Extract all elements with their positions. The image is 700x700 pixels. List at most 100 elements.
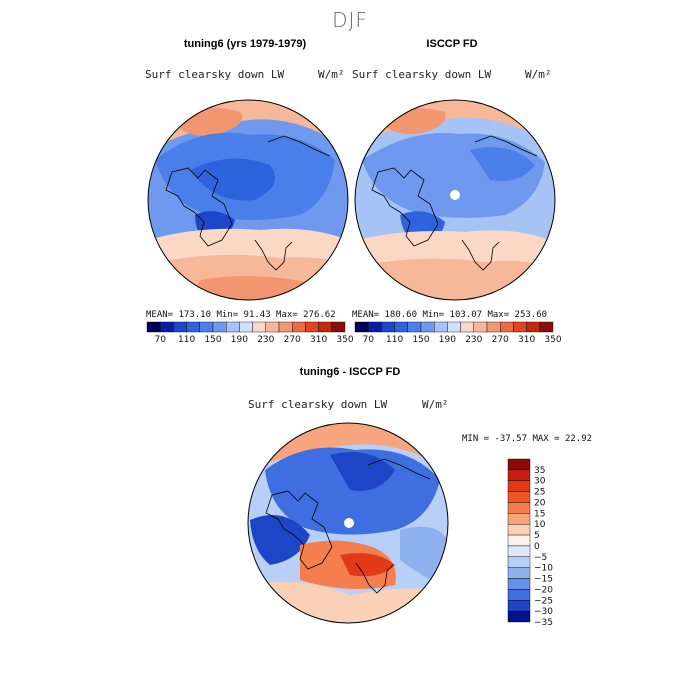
right-colorbar-swatch — [526, 321, 540, 333]
left-map-border — [147, 99, 349, 301]
diff-map-canada-cold — [250, 515, 310, 565]
right-colorbar-swatch — [420, 321, 435, 333]
diff-colorbar-swatch — [507, 610, 531, 623]
left-colorbar-swatch — [252, 321, 267, 333]
diff-colorbar-tick-label: −20 — [534, 585, 553, 595]
left-colorbar-swatch — [305, 321, 319, 333]
left-variable-label: Surf clearsky down LW — [145, 68, 285, 81]
left-stats-text: MEAN= 173.10 Min= 91.43 Max= 276.62 — [146, 310, 336, 320]
diff-map-atlantic-hot — [340, 552, 395, 577]
left-map-arctic-core — [190, 158, 275, 201]
left-polar-map — [148, 100, 348, 300]
right-colorbar-swatch — [500, 321, 514, 333]
right-colorbar-tick-label: 230 — [465, 335, 482, 345]
left-colorbar-swatch — [212, 321, 227, 333]
left-colorbar-swatch — [199, 321, 214, 333]
right-map-coastline-canada — [371, 167, 439, 247]
diff-colorbar-tick-label: −15 — [534, 575, 553, 585]
left-colorbar: 70 110 150 190 230 270 310 350 — [146, 321, 354, 345]
left-colorbar-tick-label: 270 — [284, 335, 301, 345]
right-colorbar-tick-label: 110 — [386, 335, 403, 345]
diff-colorbar-tick-label: 35 — [534, 466, 545, 476]
right-variable-label: Surf clearsky down LW — [352, 68, 492, 81]
right-map-border — [354, 99, 556, 301]
diff-colorbar-tick-label: −25 — [534, 596, 553, 606]
right-stats-text: MEAN= 180.60 Min= 103.07 Max= 253.60 — [352, 310, 548, 320]
diff-map-coastline-canada — [265, 490, 333, 570]
right-colorbar: 70 110 150 190 230 270 310 350 — [354, 321, 562, 345]
left-colorbar-swatch — [173, 321, 187, 333]
diff-map-coastline-scandinavia — [355, 562, 394, 594]
right-colorbar-swatch — [354, 321, 369, 333]
diff-colorbar-tick-label: −10 — [534, 564, 553, 574]
left-colorbar-swatch — [239, 321, 253, 333]
left-units-label: W/m² — [318, 68, 345, 81]
diff-colorbar-tick-label: 0 — [534, 542, 540, 552]
right-colorbar-swatch — [513, 321, 527, 333]
left-colorbar-swatch — [186, 321, 201, 333]
left-colorbar-tick-label: 150 — [204, 335, 221, 345]
right-colorbar-tick-label: 70 — [362, 335, 374, 345]
right-colorbar-swatch — [539, 321, 554, 333]
diff-map-polar-hole — [344, 518, 354, 528]
right-colorbar-tick-label: 270 — [492, 335, 509, 345]
diff-colorbar-swatch — [507, 513, 531, 525]
left-colorbar-tick-label: 110 — [178, 335, 195, 345]
right-colorbar-tick-label: 350 — [544, 335, 561, 345]
right-colorbar-swatch — [460, 321, 475, 333]
left-colorbar-swatch — [225, 321, 240, 333]
diff-variable-label: Surf clearsky down LW — [248, 398, 388, 411]
left-colorbar-swatch — [265, 321, 280, 333]
diff-colorbar-tick-label: 10 — [534, 520, 546, 530]
diff-colorbar-swatch — [507, 502, 531, 514]
right-map-coastline-scandinavia — [461, 239, 500, 271]
left-map-coastline-canada — [165, 167, 233, 247]
diff-map-arctic-cold — [265, 447, 440, 535]
season-title: DJF — [332, 8, 368, 32]
right-colorbar-tick-label: 190 — [439, 335, 456, 345]
right-map-atlantic-warm — [355, 258, 555, 300]
right-colorbar-tick-label: 150 — [412, 335, 429, 345]
right-colorbar-swatch — [381, 321, 395, 333]
right-colorbar-swatch — [473, 321, 488, 333]
right-colorbar-swatch — [407, 321, 422, 333]
left-panel-title: tuning6 (yrs 1979-1979) — [183, 38, 307, 50]
left-map-coastline-siberia — [267, 135, 331, 157]
diff-colorbar-swatch — [507, 480, 531, 492]
diff-colorbar-swatch — [507, 458, 531, 471]
right-map-polar-hole — [450, 190, 460, 200]
left-colorbar-swatch — [318, 321, 333, 333]
diff-colorbar-swatch — [507, 534, 531, 547]
left-colorbar-swatch — [331, 321, 346, 333]
diff-colorbar-tick-label: 30 — [534, 477, 546, 487]
diff-polar-map — [248, 423, 448, 623]
diff-colorbar-swatch — [507, 589, 531, 601]
diff-colorbar-tick-label: −35 — [534, 618, 553, 628]
left-colorbar-tick-label: 350 — [336, 335, 353, 345]
diff-map-coastline-siberia — [367, 458, 431, 480]
right-colorbar-swatch — [394, 321, 409, 333]
right-map-coastline-siberia — [474, 135, 538, 157]
right-panel-title: ISCCP FD — [426, 38, 478, 50]
left-colorbar-swatch — [159, 321, 174, 333]
diff-colorbar-swatch — [507, 491, 531, 503]
diff-colorbar-tick-label: 20 — [534, 498, 546, 508]
diff-colorbar-swatch — [507, 578, 531, 590]
left-colorbar-swatch — [146, 321, 161, 333]
diff-units-label: W/m² — [422, 398, 449, 411]
diff-colorbar-tick-label: −5 — [534, 553, 547, 563]
diff-colorbar-tick-label: 25 — [534, 488, 545, 498]
diff-panel-title: tuning6 - ISCCP FD — [299, 366, 401, 378]
diff-colorbar-tick-label: 15 — [534, 509, 545, 519]
diff-colorbar-swatch — [507, 545, 531, 558]
diff-map-border — [247, 422, 449, 624]
left-colorbar-tick-label: 190 — [231, 335, 248, 345]
diff-colorbar-swatch — [507, 600, 531, 612]
right-colorbar-swatch — [486, 321, 501, 333]
right-colorbar-swatch — [434, 321, 448, 333]
diff-colorbar-swatch — [507, 567, 531, 579]
left-colorbar-swatch — [292, 321, 306, 333]
right-polar-map — [355, 100, 555, 300]
diff-colorbar-tick-label: 5 — [534, 531, 540, 541]
